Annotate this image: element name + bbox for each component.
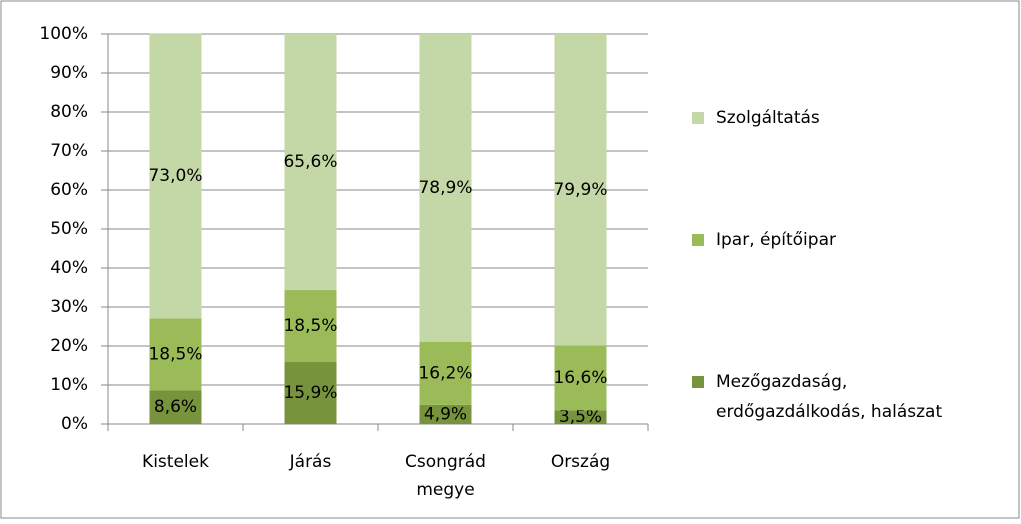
data-label: 65,6% [283,152,337,172]
data-label: 18,5% [148,344,202,364]
bar-segment [419,404,472,424]
bar-segment [149,33,202,319]
y-tick-label: 0% [61,414,88,434]
data-label: 8,6% [154,397,197,417]
y-tick-label: 30% [50,297,88,317]
legend-swatch [692,376,704,388]
y-tick-label: 100% [39,24,88,44]
y-tick-label: 50% [50,219,88,239]
y-tick-label: 40% [50,258,88,278]
bar-segment [284,34,337,290]
data-label: 79,9% [553,180,607,200]
bar-segment [554,34,607,346]
data-label: 78,9% [418,178,472,198]
data-label: 3,5% [559,407,602,427]
y-tick-label: 20% [50,336,88,356]
bar-segment [149,318,202,391]
x-tick-label: Kistelek [142,452,209,472]
y-tick-label: 10% [50,375,88,395]
y-tick-label: 90% [50,63,88,83]
legend-swatch [692,234,704,246]
x-tick-label: Csongrád megye [405,452,486,500]
bar-segment [284,289,337,362]
legend-label: Ipar, építőipar [716,230,836,250]
bar-segment [419,34,472,342]
bar-segment [554,345,607,411]
y-tick-label: 70% [50,141,88,161]
y-tick-label: 60% [50,180,88,200]
x-tick-label: Járás [289,452,332,472]
data-label: 15,9% [283,383,337,403]
bar-segment [284,361,337,424]
legend-label: Szolgáltatás [716,108,820,128]
data-label: 4,9% [424,404,467,424]
x-tick-label: Ország [551,452,610,472]
y-tick-label: 80% [50,102,88,122]
data-label: 16,6% [553,368,607,388]
legend-label: Mezőgazdaság, erdőgazdálkodás, halászat [716,372,942,422]
bar-segment [554,410,607,424]
legend-swatch [692,112,704,124]
data-label: 16,2% [418,363,472,383]
data-label: 73,0% [148,166,202,186]
bar-segment [149,390,202,424]
data-label: 18,5% [283,316,337,336]
bar-segment [419,341,472,405]
